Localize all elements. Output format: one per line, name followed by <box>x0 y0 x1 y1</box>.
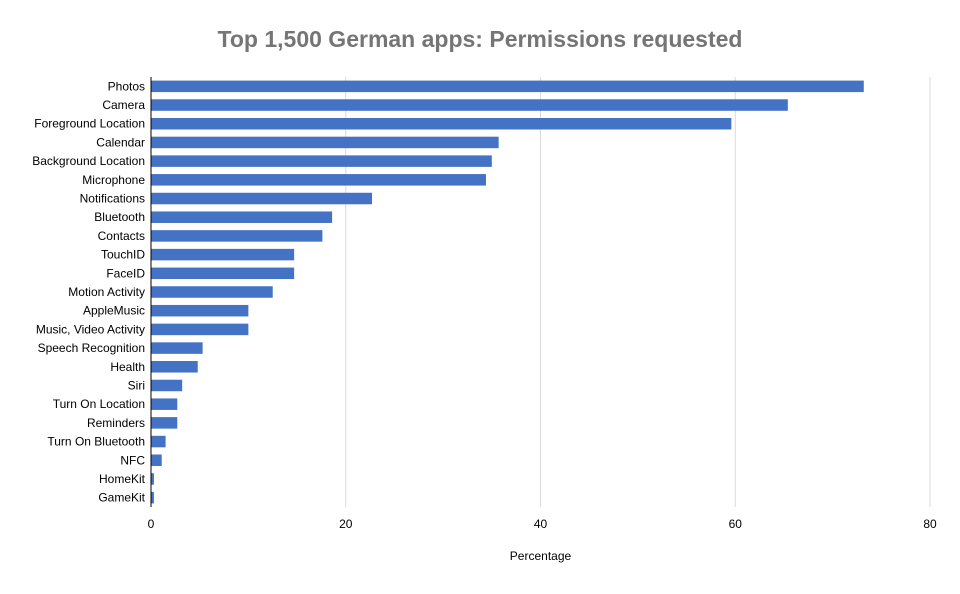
bar <box>151 361 198 373</box>
category-label: Turn On Location <box>53 397 145 411</box>
category-label: Turn On Bluetooth <box>47 435 145 449</box>
bar <box>151 117 732 130</box>
category-label: Siri <box>128 378 145 392</box>
bar <box>151 286 273 298</box>
x-tick-label: 60 <box>729 517 743 531</box>
category-label: Health <box>110 360 145 374</box>
bar <box>151 99 788 111</box>
category-label: Foreground Location <box>34 117 145 131</box>
category-label: Background Location <box>32 154 145 168</box>
bar <box>151 454 162 467</box>
bar <box>151 304 249 317</box>
bar <box>151 323 249 336</box>
category-label: FaceID <box>106 266 145 280</box>
category-label: AppleMusic <box>83 304 145 318</box>
bar <box>151 342 203 354</box>
category-label: Calendar <box>96 135 145 149</box>
category-label: Speech Recognition <box>38 341 145 355</box>
x-tick-label: 40 <box>534 517 548 531</box>
bar <box>151 192 373 205</box>
category-label: HomeKit <box>99 472 146 486</box>
category-label: Reminders <box>87 416 145 430</box>
bar <box>151 230 323 242</box>
bar <box>151 379 183 392</box>
category-label: Notifications <box>80 192 145 206</box>
bar <box>151 211 333 223</box>
bar <box>151 174 486 186</box>
category-label: Contacts <box>98 229 145 243</box>
bar <box>151 155 492 167</box>
chart-title: Top 1,500 German apps: Permissions reque… <box>217 26 743 52</box>
x-axis-ticks: 0 20 40 60 80 <box>148 517 937 531</box>
category-label: Bluetooth <box>94 210 145 224</box>
category-label: Camera <box>102 98 145 112</box>
bar <box>151 398 178 410</box>
x-tick-label: 0 <box>148 517 155 531</box>
category-label: TouchID <box>101 248 145 262</box>
category-label: Motion Activity <box>68 285 145 299</box>
x-tick-label: 80 <box>923 517 937 531</box>
category-label: Music, Video Activity <box>36 322 145 336</box>
bar <box>151 80 864 93</box>
category-label: NFC <box>120 453 145 467</box>
bar <box>151 473 154 485</box>
category-labels: Photos Camera Foreground Location Calendar B… <box>32 79 145 504</box>
x-tick-label: 20 <box>339 517 353 531</box>
gridlines <box>345 77 931 507</box>
x-axis-title: Percentage <box>510 549 572 563</box>
bar <box>151 417 178 429</box>
category-label: Microphone <box>82 173 145 187</box>
bar <box>151 248 295 261</box>
category-label: GameKit <box>98 491 145 505</box>
bar <box>151 136 499 149</box>
bar <box>151 435 166 448</box>
bars <box>151 80 864 504</box>
category-label: Photos <box>108 79 145 93</box>
bar <box>151 491 154 504</box>
bar <box>151 267 295 280</box>
